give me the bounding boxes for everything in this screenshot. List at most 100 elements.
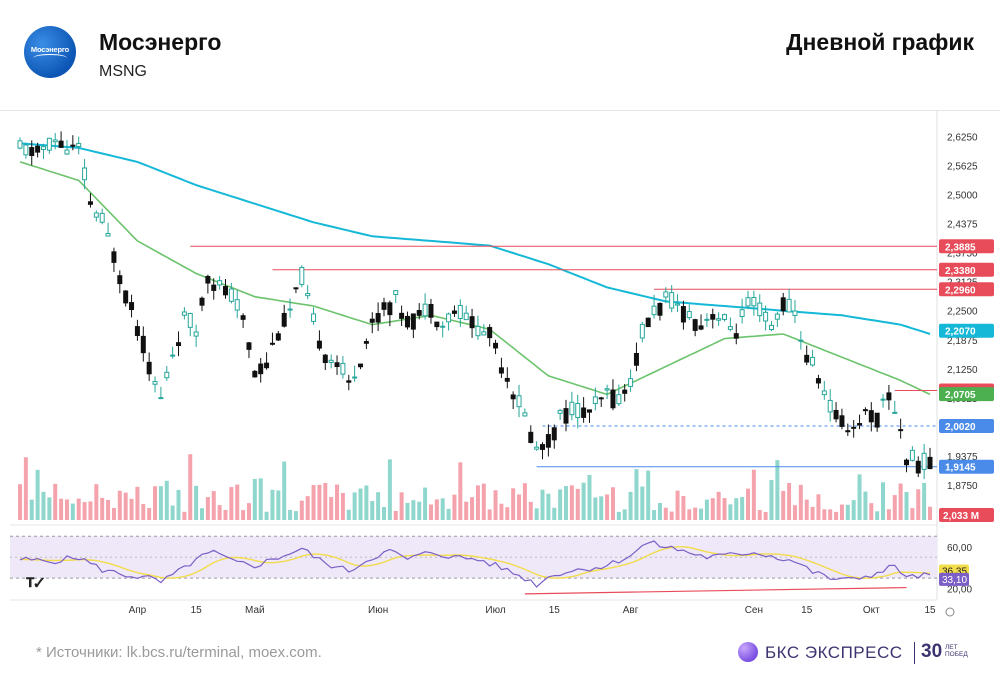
volume-bar	[59, 498, 64, 520]
candle-body	[234, 299, 240, 311]
candle-body	[909, 449, 915, 461]
volume-tag: 2,033 M	[943, 511, 979, 522]
price-tick-label: 2,1250	[947, 365, 978, 376]
candle-body	[451, 310, 457, 314]
volume-bar	[898, 483, 903, 520]
candle-body	[205, 275, 211, 284]
candle-body	[170, 354, 176, 357]
volume-bar	[464, 501, 469, 520]
volume-bar	[892, 495, 897, 520]
candle-body	[886, 392, 892, 401]
price-tick-label: 2,5625	[947, 161, 978, 172]
volume-bar	[100, 497, 105, 520]
volume-bar	[446, 508, 451, 520]
candle-body	[328, 359, 334, 363]
candle-body	[469, 316, 475, 329]
volume-bar	[569, 485, 574, 520]
volume-bar	[387, 459, 392, 520]
price-chart[interactable]: 2,62502,56252,50002,43752,37502,31252,25…	[0, 110, 1000, 630]
candle-body	[592, 396, 598, 404]
candle-body	[64, 149, 70, 155]
volume-bar	[716, 491, 721, 520]
time-tick-label: Июн	[368, 605, 388, 616]
volume-bar	[423, 487, 428, 520]
volume-bar	[223, 509, 228, 520]
candle-body	[217, 280, 223, 286]
volume-bar	[135, 486, 140, 520]
candle-body	[880, 398, 886, 401]
candle-body	[493, 342, 499, 349]
candle-body	[334, 362, 340, 368]
volume-bar	[305, 496, 310, 520]
volume-bar	[23, 457, 28, 520]
candle-body	[363, 341, 369, 344]
volume-bar	[164, 480, 169, 520]
candle-body	[628, 378, 634, 387]
candle-body	[774, 313, 780, 320]
candle-body	[810, 356, 816, 366]
price-tick-label: 2,1875	[947, 336, 978, 347]
price-tick-label: 1,8750	[947, 481, 978, 492]
volume-bar	[194, 485, 199, 520]
candle-body	[722, 314, 728, 320]
volume-bar	[522, 483, 527, 520]
candle-body	[76, 143, 82, 148]
candle-body	[733, 333, 739, 339]
candle-body	[146, 361, 152, 375]
ticker-symbol: MSNG	[99, 63, 147, 80]
candle-body	[387, 302, 393, 316]
volume-bar	[182, 511, 187, 520]
candle-body	[815, 378, 821, 384]
candle-body	[281, 312, 287, 327]
ma-price-tag: 2,2070	[945, 327, 976, 338]
level-price-tag-bg	[939, 419, 994, 434]
volume-bar	[810, 506, 815, 520]
volume-bar	[70, 503, 75, 520]
volume-bar	[517, 494, 522, 520]
volume-bar	[235, 484, 240, 520]
candle-body	[293, 287, 299, 290]
level-price-tag-bg	[939, 262, 994, 277]
rsi-ma-line	[19, 546, 931, 579]
candle-body	[246, 342, 252, 350]
candle-body	[510, 394, 516, 400]
volume-bar	[922, 482, 927, 520]
price-tick-label: 2,4375	[947, 219, 978, 230]
candle-body	[446, 313, 452, 323]
candle-body	[199, 297, 205, 306]
candle-body	[176, 342, 182, 347]
rsi-tag: 33,10	[942, 575, 967, 586]
candle-body	[457, 304, 463, 319]
volume-bar	[558, 489, 563, 520]
volume-bar	[804, 499, 809, 520]
volume-bar	[511, 488, 516, 520]
rsi-line	[19, 540, 931, 588]
candle-body	[851, 426, 857, 429]
level-price-tag: 2,3885	[945, 242, 976, 253]
candle-body	[105, 233, 111, 237]
volume-bar	[417, 501, 422, 520]
settings-gear-icon	[945, 607, 955, 617]
volume-bar	[18, 484, 22, 520]
ma-fast-line	[19, 161, 931, 396]
volume-bar	[910, 508, 915, 520]
price-tick-label: 1,9375	[947, 452, 978, 463]
volume-bar	[845, 504, 850, 520]
volume-bar	[458, 462, 463, 520]
candle-body	[727, 326, 733, 330]
candle-body	[763, 311, 769, 322]
candle-body	[252, 370, 258, 378]
page-title: Мосэнерго	[99, 29, 222, 55]
volume-bar	[434, 499, 439, 520]
volume-bar	[886, 509, 891, 520]
candle-body	[404, 315, 410, 328]
volume-bar	[399, 492, 404, 520]
candle-body	[739, 309, 745, 317]
time-tick-label: Сен	[745, 605, 763, 616]
candle-body	[475, 325, 481, 337]
volume-bar	[428, 504, 433, 520]
level-price-tag-bg	[939, 282, 994, 297]
candle-body	[604, 388, 610, 391]
time-tick-label: Июл	[485, 605, 505, 616]
level-price-tag: 2,0020	[945, 422, 976, 433]
